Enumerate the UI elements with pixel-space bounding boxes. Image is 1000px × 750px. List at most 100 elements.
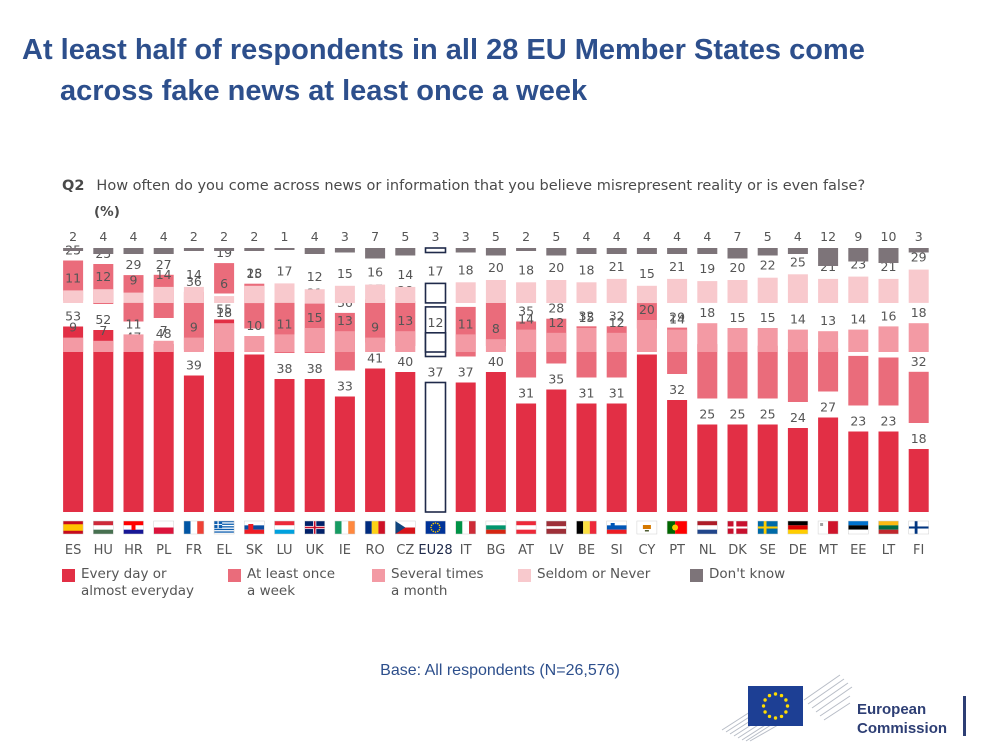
bar-de-1 [787,428,808,512]
value-label-at-4: 18 [518,262,534,277]
value-label-si-2: 32 [609,308,625,323]
flag-cy-icon [636,520,658,535]
value-label-at-2: 35 [518,304,534,319]
legend-item-4: Seldom or Never [518,566,650,583]
value-label-hu-3: 7 [99,323,107,338]
value-label-fi-4: 29 [911,250,927,265]
value-label-fi-2: 32 [911,354,927,369]
value-label-fi-3: 18 [911,305,927,320]
value-label-uk-5: 4 [311,229,319,244]
title-line-1: At least half of respondents in all 28 E… [22,34,865,66]
value-label-el-2: 19 [216,245,232,260]
value-label-pl-3: 7 [160,323,168,338]
ec-logo-text: European Commission [857,700,947,738]
eu-star-icon [779,714,784,719]
flag-pl-icon [153,520,174,535]
bar-hr-3 [123,334,144,352]
legend-item-2: At least once a week [228,566,335,600]
category-label-cy: CY [639,543,656,558]
value-label-pl-4: 14 [156,267,172,282]
value-label-lv-4: 20 [548,260,564,275]
bar-at-1 [516,403,537,512]
bar-ee-2 [848,355,869,406]
bar-hr-5 [123,248,144,254]
value-label-se-4: 22 [760,258,776,273]
stacked-bar-chart: 53259112ES52257124HU47291194HR48277144PL… [62,229,929,558]
bar-uk-3 [304,328,325,352]
bar-el-3 [214,323,235,352]
flag-lv-icon [546,520,567,535]
bar-bg-2 [485,302,506,346]
bar-se-5 [757,248,778,256]
category-label-pt: PT [669,543,685,558]
bar-bg-5 [485,248,506,256]
bar-it-1 [455,382,476,512]
bar-pl-5 [153,248,174,254]
category-label-si: SI [611,543,623,558]
legend-item-1: Every day or almost everyday [62,566,194,600]
bar-se-2 [757,345,778,399]
value-label-lt-1: 23 [881,414,897,429]
ec-logo-divider [963,696,966,736]
bar-de-3 [787,329,808,352]
value-label-nl-1: 25 [699,407,715,422]
bar-cy-5 [636,248,657,254]
value-label-at-5: 2 [522,229,530,244]
bar-fr-3 [183,337,204,352]
category-label-ie: IE [339,543,351,558]
value-label-dk-1: 25 [730,407,746,422]
bar-ie-4 [334,285,355,304]
flag-at-icon [515,520,537,535]
bar-cy-1 [636,354,657,512]
bar-dk-2 [727,345,748,399]
value-label-lv-3: 12 [548,315,564,330]
value-label-fr-1: 39 [186,358,202,373]
bar-dk-4 [727,280,748,303]
flag-nl-icon [697,520,718,535]
bar-nl-5 [697,248,718,254]
value-label-sk-5: 2 [250,229,258,244]
bar-fi-4 [908,269,929,303]
bar-be-4 [576,282,597,303]
bar-ee-4 [848,276,869,303]
bar-be-5 [576,248,597,254]
bar-lu-4 [274,283,295,303]
bar-lv-5 [546,248,567,256]
bar-cy-3 [636,320,657,352]
bar-dk-5 [727,248,748,259]
category-label-eu28: EU28 [418,543,452,558]
value-label-pl-5: 4 [160,229,168,244]
flag-lu-icon [274,520,295,535]
value-label-ie-4: 15 [337,266,353,281]
value-label-uk-1: 38 [307,361,323,376]
legend-swatch [518,569,531,582]
bar-dk-1 [727,424,748,512]
category-label-de: DE [789,543,807,558]
bar-ie-3 [334,331,355,352]
bar-hu-3 [93,340,114,352]
category-label-fi: FI [913,543,924,558]
bar-ee-1 [848,431,869,512]
bar-lt-1 [878,431,899,512]
category-label-es: ES [65,543,81,558]
value-label-at-1: 31 [518,386,534,401]
bar-it-3 [455,334,476,352]
value-label-cz-4: 14 [397,267,413,282]
value-label-pt-4: 21 [669,259,685,274]
value-label-se-1: 25 [760,407,776,422]
bar-dk-3 [727,328,748,352]
bar-mt-2 [818,348,839,392]
value-label-lv-1: 35 [548,372,564,387]
flag-es-icon [62,520,84,535]
value-label-bg-4: 20 [488,260,504,275]
bar-at-5 [516,248,537,251]
bar-se-4 [757,277,778,303]
flag-eu-icon [425,520,446,535]
bar-lv-3 [546,332,567,352]
legend-swatch [62,569,75,582]
legend-swatch [690,569,703,582]
bar-el-1 [214,319,235,512]
bar-cz-4 [395,286,416,303]
legend-swatch [228,569,241,582]
bar-eu28-3 [424,331,447,353]
